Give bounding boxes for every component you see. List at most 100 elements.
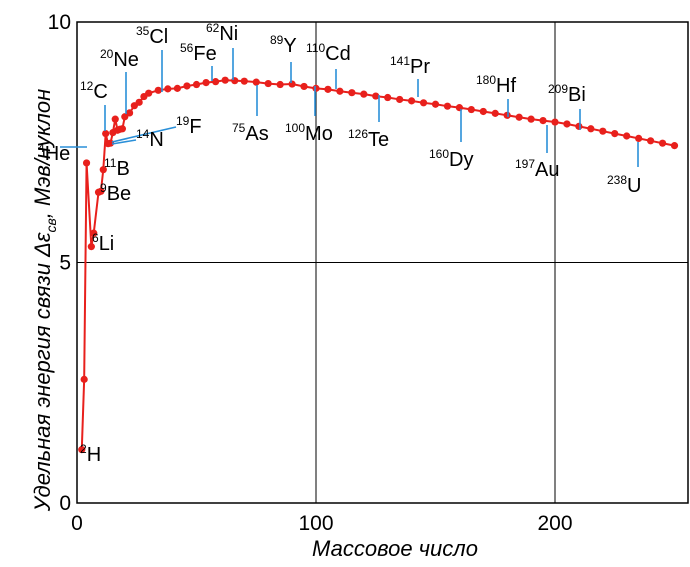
data-point	[252, 78, 260, 86]
mass-number: 2	[80, 442, 87, 456]
element-symbol: U	[627, 175, 641, 197]
isotope-label-li: 6Li	[92, 231, 114, 255]
element-symbol: Y	[283, 35, 296, 57]
data-point	[173, 84, 181, 92]
isotope-label-au: 197Au	[515, 157, 560, 181]
element-symbol: Be	[107, 183, 131, 205]
data-point	[479, 107, 487, 116]
mass-number: 89	[270, 33, 284, 47]
data-point	[324, 85, 332, 93]
data-point	[348, 89, 356, 97]
isotope-label-b: 11B	[104, 156, 130, 180]
data-point	[431, 100, 440, 108]
isotope-label-be: 9Be	[100, 181, 131, 205]
data-point	[125, 109, 134, 117]
mass-number: 75	[232, 121, 246, 135]
element-symbol: H	[87, 444, 101, 466]
data-point	[288, 80, 296, 88]
x-tick-label: 100	[298, 512, 333, 535]
element-symbol: N	[149, 129, 163, 151]
element-symbol: Mo	[305, 123, 333, 145]
data-point	[82, 159, 91, 167]
mass-number: 126	[348, 127, 368, 141]
data-point	[87, 243, 95, 251]
y-axis-title-subscript: св	[43, 218, 59, 232]
mass-number: 62	[206, 21, 220, 35]
leader-line-f	[111, 126, 177, 143]
data-point	[111, 115, 119, 123]
data-point	[599, 127, 607, 135]
data-point	[467, 105, 475, 114]
isotope-label-te: 126Te	[348, 127, 389, 151]
mass-number: 19	[176, 114, 190, 128]
isotope-label-h: 2H	[80, 442, 101, 466]
isotope-label-pr: 141Pr	[390, 54, 430, 78]
y-tick-label: 5	[59, 252, 71, 275]
data-point	[276, 80, 284, 89]
isotope-label-mo: 100Mo	[285, 121, 333, 145]
data-point	[527, 115, 535, 123]
mass-number: 35	[136, 24, 150, 38]
isotope-label-cd: 110Cd	[306, 41, 351, 65]
mass-number: 6	[92, 231, 99, 245]
isotope-label-n: 14N	[136, 127, 164, 151]
y-axis-title: Удельная энергия связи Δεсв, Мэв/нуклон	[30, 89, 59, 513]
data-point	[443, 102, 452, 110]
mass-number: 141	[390, 54, 410, 68]
data-point	[240, 77, 248, 85]
data-point	[99, 166, 107, 174]
isotope-label-dy: 160Dy	[429, 147, 473, 171]
data-point	[360, 90, 368, 98]
element-symbol: He	[45, 143, 71, 165]
plot-border	[76, 21, 689, 504]
y-tick-label: 10	[48, 11, 71, 34]
y-axis-title-units: , Мэв/нуклон	[30, 89, 55, 218]
isotope-label-y: 89Y	[270, 33, 297, 57]
isotope-label-u: 238U	[607, 173, 641, 197]
data-point	[635, 134, 643, 143]
data-point	[202, 79, 210, 87]
data-point	[300, 82, 308, 91]
data-point	[90, 229, 98, 237]
data-point	[78, 446, 86, 454]
data-point	[372, 92, 380, 100]
data-point	[102, 129, 110, 138]
mass-number: 110	[306, 41, 325, 55]
y-tick-label: 0	[59, 492, 71, 515]
isotope-label-ni: 62Ni	[206, 21, 238, 45]
element-symbol: Ni	[219, 23, 238, 45]
data-point	[212, 78, 220, 86]
isotope-label-hf: 180Hf	[476, 73, 516, 97]
x-tick-label: 200	[537, 512, 572, 535]
data-point	[121, 113, 129, 121]
data-point	[145, 89, 153, 97]
data-point	[563, 120, 571, 128]
isotope-label-cl: 35Cl	[136, 24, 168, 48]
x-tick-label: 0	[71, 512, 83, 535]
axis-ticks: 0 100 200 0 5 10	[48, 11, 573, 535]
y-axis-title-main: Удельная энергия связи Δε	[30, 232, 55, 512]
mass-number: 160	[429, 147, 449, 161]
x-axis-title: Массовое число	[312, 536, 478, 561]
label-leaders	[60, 48, 639, 167]
mass-number: 209	[548, 82, 568, 96]
data-point	[221, 76, 229, 84]
leader-line-n	[111, 139, 137, 145]
data-point	[455, 104, 463, 112]
mass-number: 12	[80, 79, 94, 93]
isotope-label-bi: 209Bi	[548, 82, 586, 106]
data-point	[264, 79, 272, 88]
data-point	[154, 86, 162, 94]
element-symbol: Pr	[410, 56, 430, 78]
element-symbol: Cd	[325, 43, 351, 65]
mass-number: 197	[515, 157, 535, 171]
data-point	[670, 142, 679, 150]
data-point	[183, 82, 191, 90]
element-symbol: Cl	[149, 26, 168, 48]
mass-number: 20	[100, 47, 114, 61]
data-point	[396, 95, 404, 104]
isotope-label-f: 19F	[176, 114, 202, 138]
data-point	[515, 113, 523, 121]
